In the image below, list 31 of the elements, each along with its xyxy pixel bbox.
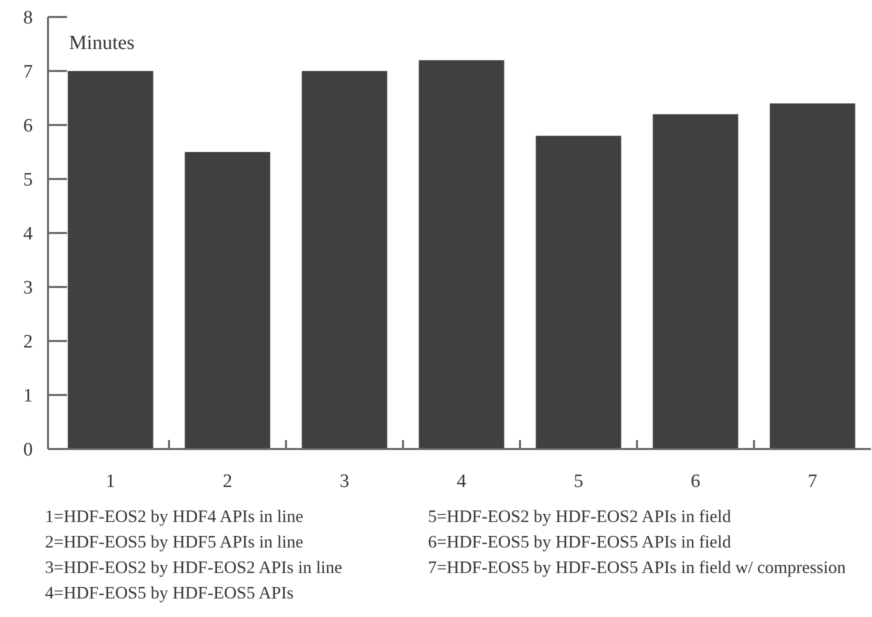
x-tick-label: 6: [690, 471, 700, 492]
y-tick-label: 4: [23, 224, 34, 245]
text: 6=HDF-EOS5 by HDF-EOS5 APIs in field: [428, 532, 732, 552]
text: 5=HDF-EOS2 by HDF-EOS2 APIs in field: [428, 506, 732, 526]
bar: [770, 103, 856, 449]
y-tick-label: 7: [23, 62, 33, 83]
x-tick-label: 7: [808, 471, 818, 492]
y-tick-label: 3: [23, 278, 33, 299]
x-tick-label: 4: [456, 471, 467, 492]
y-tick-label: 1: [23, 386, 33, 407]
y-tick-label: 6: [23, 116, 33, 137]
text: 4=HDF-EOS5 by HDF-EOS5 APIs: [45, 582, 294, 602]
bar: [418, 60, 504, 449]
text: 1=HDF-EOS2 by HDF4 APIs in line: [45, 506, 304, 526]
text: 7=HDF-EOS5 by HDF-EOS5 APIs in field w/ compression: [428, 557, 846, 577]
x-tick-label: 2: [222, 471, 232, 492]
x-tick-label: 5: [574, 471, 584, 492]
bar: [652, 114, 738, 449]
x-tick-label: 1: [106, 471, 116, 492]
y-tick-label: 5: [23, 170, 33, 191]
bar: [536, 136, 622, 449]
y-tick-label: 2: [23, 332, 33, 353]
bar: [184, 152, 270, 449]
bar: [68, 71, 154, 449]
text: 2=HDF-EOS5 by HDF5 APIs in line: [45, 532, 304, 552]
x-tick-label: 3: [340, 471, 350, 492]
y-tick-label: 8: [23, 8, 33, 29]
y-axis-title: Minutes: [69, 32, 135, 54]
text: 3=HDF-EOS2 by HDF-EOS2 APIs in line: [45, 557, 342, 577]
y-tick-label: 0: [23, 440, 33, 461]
bar: [302, 71, 388, 449]
